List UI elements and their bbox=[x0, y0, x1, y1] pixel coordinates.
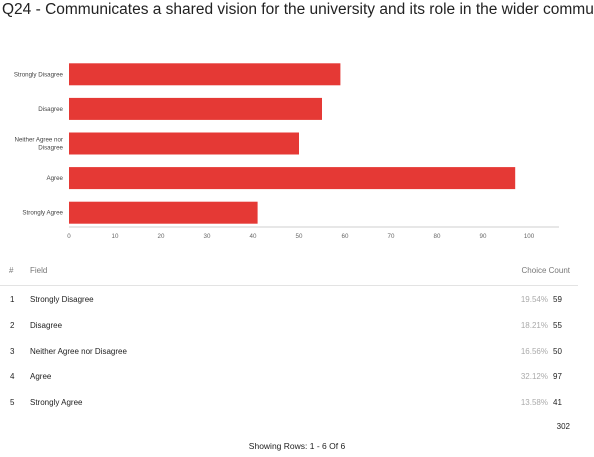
row-count: 97 bbox=[553, 372, 562, 381]
bar[interactable] bbox=[69, 63, 341, 86]
x-tick-label: 10 bbox=[112, 233, 119, 240]
chart-title: Q24 - Communicates a shared vision for t… bbox=[2, 1, 594, 18]
bar[interactable] bbox=[69, 132, 299, 155]
row-index: 3 bbox=[10, 347, 15, 356]
table-row: 2 Disagree 18.21% 55 bbox=[0, 321, 578, 341]
header-choice-count[interactable]: Choice Count bbox=[521, 266, 570, 275]
bar-chart: Strongly Disagree Disagree Neither Agree n… bbox=[14, 63, 559, 240]
row-count: 55 bbox=[553, 321, 562, 330]
table-header: # Field Choice Count bbox=[0, 266, 578, 284]
category-label: Agree bbox=[46, 175, 63, 182]
bar[interactable] bbox=[69, 97, 322, 120]
row-count: 50 bbox=[553, 347, 562, 356]
table-row: 5 Strongly Agree 13.58% 41 bbox=[0, 398, 578, 418]
table-row: 1 Strongly Disagree 19.54% 59 bbox=[0, 295, 578, 315]
total-count: 302 bbox=[556, 422, 570, 431]
row-count: 41 bbox=[553, 398, 562, 407]
row-count: 59 bbox=[553, 295, 562, 304]
x-tick-label: 100 bbox=[524, 233, 535, 240]
bar[interactable] bbox=[69, 201, 258, 224]
table-row: 4 Agree 32.12% 97 bbox=[0, 372, 578, 392]
row-field: Strongly Disagree bbox=[30, 295, 94, 304]
table-row: 3 Neither Agree nor Disagree 16.56% 50 bbox=[0, 347, 578, 367]
table-divider bbox=[0, 285, 578, 286]
x-tick-label: 70 bbox=[388, 233, 395, 240]
row-percent: 16.56% bbox=[520, 347, 548, 356]
category-label: Disagree bbox=[38, 106, 63, 113]
row-index: 5 bbox=[10, 398, 15, 407]
category-label: Strongly Disagree bbox=[14, 71, 64, 78]
row-field: Neither Agree nor Disagree bbox=[30, 347, 127, 356]
row-field: Agree bbox=[30, 372, 52, 381]
row-percent: 13.58% bbox=[520, 398, 548, 407]
category-label: Neither Agree nor Disagree bbox=[15, 137, 64, 152]
x-tick-label: 50 bbox=[296, 233, 303, 240]
row-percent: 18.21% bbox=[520, 321, 548, 330]
x-tick-label: 80 bbox=[434, 233, 441, 240]
row-percent: 19.54% bbox=[520, 295, 548, 304]
row-field: Strongly Agree bbox=[30, 398, 83, 407]
header-index: # bbox=[9, 266, 14, 275]
row-index: 2 bbox=[10, 321, 15, 330]
row-percent: 32.12% bbox=[520, 372, 548, 381]
x-tick-label: 60 bbox=[342, 233, 349, 240]
row-field: Disagree bbox=[30, 321, 63, 330]
row-index: 4 bbox=[10, 372, 15, 381]
x-tick-label: 30 bbox=[204, 233, 211, 240]
row-index: 1 bbox=[10, 295, 15, 304]
header-field[interactable]: Field bbox=[30, 266, 48, 275]
x-tick-label: 40 bbox=[250, 233, 257, 240]
pagination-status: Showing Rows: 1 - 6 Of 6 bbox=[248, 441, 346, 451]
x-tick-label: 20 bbox=[158, 233, 165, 240]
x-tick-label: 0 bbox=[67, 233, 71, 240]
category-label: Strongly Agree bbox=[22, 210, 63, 217]
x-tick-label: 90 bbox=[480, 233, 487, 240]
bar[interactable] bbox=[69, 167, 516, 190]
